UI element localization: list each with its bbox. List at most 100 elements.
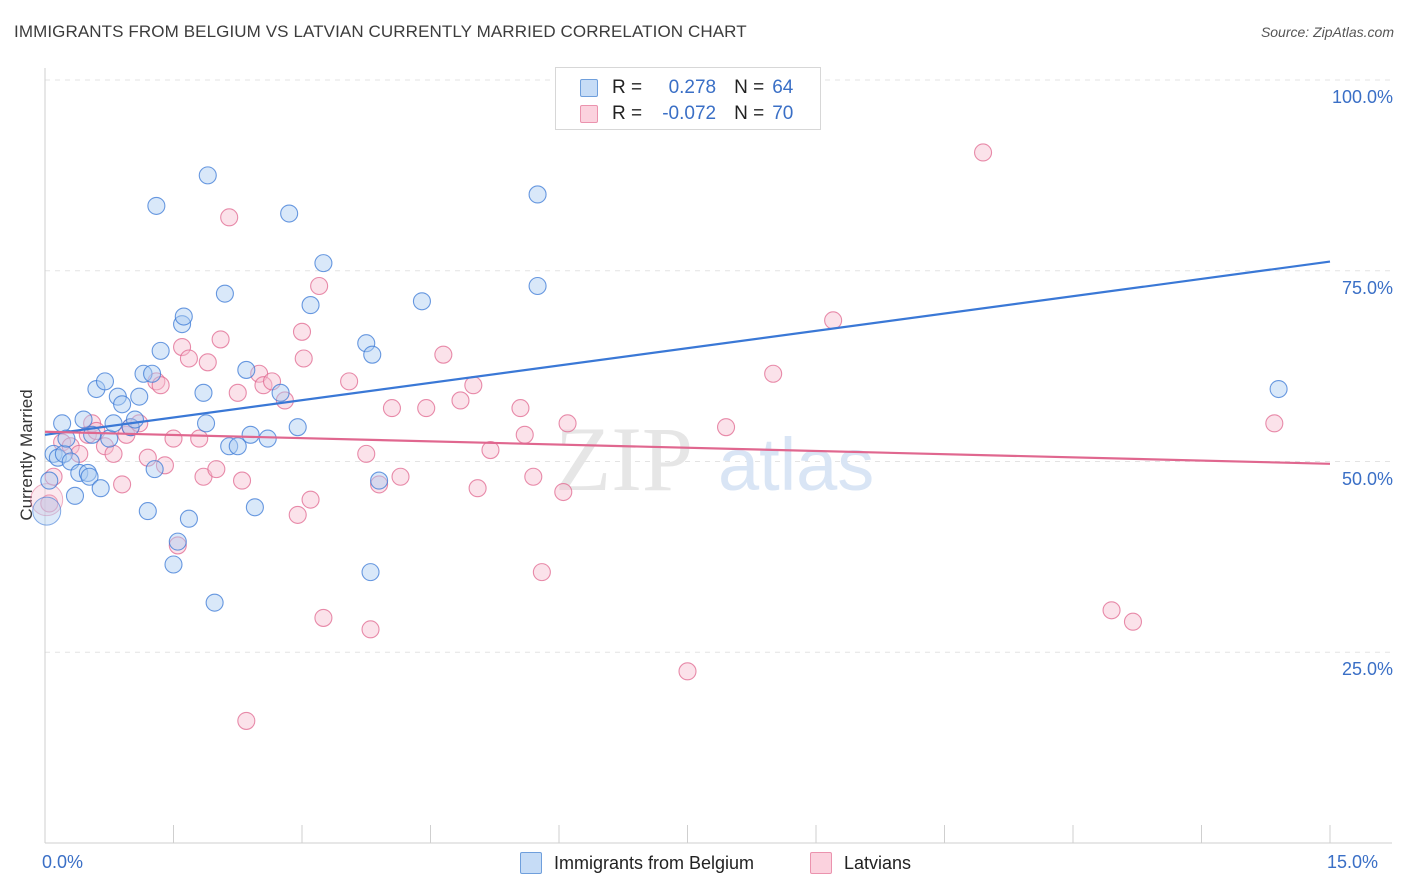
data-point-latvians	[155, 456, 174, 475]
data-point-latvians	[1123, 612, 1143, 631]
legend-r-value: -0.072	[662, 103, 717, 124]
data-point-latvians	[391, 467, 410, 486]
legend-label-belgium: Immigrants from Belgium	[554, 852, 755, 873]
data-point-latvians	[198, 353, 217, 372]
data-point-latvians	[417, 399, 436, 418]
data-point-latvians	[434, 345, 453, 364]
data-point-belgium	[145, 460, 164, 479]
y-tick-label: 25.0%	[1341, 659, 1393, 680]
data-point-belgium	[1269, 379, 1288, 399]
data-point-latvians	[228, 383, 247, 402]
data-point-belgium	[198, 166, 217, 185]
legend-swatch-belgium	[580, 79, 598, 97]
data-point-belgium	[130, 387, 149, 406]
trend-line-belgium	[44, 260, 1331, 436]
data-point-belgium	[241, 425, 260, 444]
data-point-latvians	[361, 620, 380, 639]
data-point-belgium	[113, 395, 132, 414]
data-point-latvians	[173, 337, 192, 357]
data-point-belgium	[245, 498, 264, 517]
data-point-belgium	[54, 444, 73, 463]
data-point-latvians	[764, 364, 783, 383]
data-point-belgium	[179, 509, 198, 528]
data-point-latvians	[524, 467, 543, 486]
legend-r-label: R =	[612, 103, 643, 124]
legend-swatch-latvians	[810, 852, 832, 874]
legend-swatch-latvians	[580, 105, 598, 123]
data-point-latvians	[220, 208, 239, 227]
legend-label-latvians: Latvians	[844, 852, 912, 873]
watermark-atlas: atlas	[718, 423, 874, 506]
data-point-belgium	[164, 555, 183, 574]
data-point-latvians	[468, 479, 487, 498]
trend-lines	[44, 260, 1331, 465]
data-point-latvians	[1265, 414, 1284, 433]
data-point-latvians	[558, 414, 577, 433]
data-point-latvians	[357, 444, 376, 463]
legend-item-belgium[interactable]: Immigrants from Belgium	[520, 852, 754, 874]
data-point-latvians	[1102, 601, 1121, 620]
x-tick-max: 15.0%	[1327, 852, 1379, 872]
data-point-latvians	[515, 425, 534, 444]
data-point-latvians	[451, 391, 470, 410]
y-tick-label: 100.0%	[1331, 87, 1393, 107]
data-point-latvians	[532, 563, 551, 582]
data-point-belgium	[91, 479, 110, 498]
data-point-latvians	[464, 376, 483, 395]
legend-item-latvians[interactable]: Latvians	[810, 852, 911, 874]
data-point-latvians	[314, 608, 333, 627]
legend-row-latvians: R = -0.072 N = 70	[580, 102, 793, 126]
series-latvians-points	[30, 143, 1284, 730]
series-legend: Immigrants from Belgium Latvians	[0, 852, 1406, 878]
data-point-latvians	[113, 475, 132, 494]
watermark: ZIP atlas	[555, 408, 874, 510]
data-point-latvians	[301, 490, 320, 509]
y-tick-label: 50.0%	[1341, 468, 1393, 489]
y-tick-label: 75.0%	[1341, 277, 1393, 298]
data-point-latvians	[179, 349, 198, 368]
data-point-latvians	[294, 349, 313, 368]
data-point-belgium	[95, 372, 115, 391]
data-point-belgium	[197, 414, 216, 433]
data-point-latvians	[168, 536, 187, 555]
data-point-latvians	[254, 376, 273, 395]
data-point-latvians	[138, 448, 157, 467]
data-point-latvians	[164, 429, 183, 448]
data-point-latvians	[207, 460, 226, 479]
data-point-belgium	[314, 254, 333, 273]
data-point-belgium	[215, 284, 234, 303]
data-point-latvians	[973, 143, 993, 162]
data-point-latvians	[370, 475, 389, 494]
series-belgium-points	[32, 166, 1288, 612]
data-point-belgium	[370, 471, 389, 490]
data-point-latvians	[292, 322, 312, 341]
data-point-belgium	[104, 414, 123, 433]
data-point-belgium	[228, 437, 247, 456]
data-point-belgium	[173, 315, 192, 334]
data-point-latvians	[190, 429, 209, 448]
data-point-belgium	[125, 410, 144, 429]
data-point-belgium	[528, 276, 547, 296]
data-point-belgium	[194, 383, 213, 402]
x-tick-min: 0.0%	[42, 852, 84, 872]
data-point-latvians	[340, 372, 359, 391]
data-point-belgium	[80, 467, 99, 486]
data-point-latvians	[382, 399, 402, 418]
data-point-belgium	[301, 296, 320, 315]
stats-legend: R = 0.278 N = 64 R = -0.072 N = 70	[555, 67, 821, 130]
data-point-belgium	[205, 593, 224, 612]
data-point-belgium	[288, 418, 307, 437]
legend-r-value: 0.278	[668, 77, 717, 98]
data-point-belgium	[237, 360, 256, 379]
data-point-latvians	[481, 441, 500, 460]
watermark-zip: ZIP	[555, 408, 693, 510]
data-point-latvians	[554, 482, 573, 502]
data-point-belgium	[143, 364, 162, 383]
data-point-belgium	[363, 345, 382, 364]
legend-n-label: N =	[734, 103, 765, 124]
data-point-latvians	[716, 418, 736, 437]
data-point-belgium	[138, 502, 157, 521]
data-point-latvians	[104, 444, 123, 463]
legend-n-label: N =	[734, 77, 765, 98]
